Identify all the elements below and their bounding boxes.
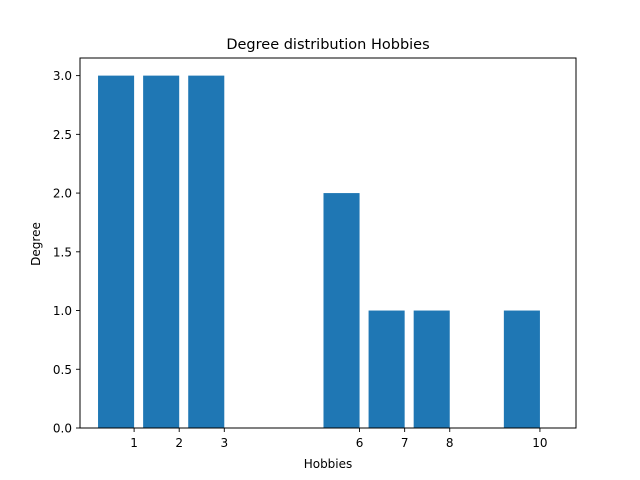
bar-0 (98, 75, 135, 428)
x-tick-label-0: 1 (130, 436, 138, 450)
bar-6 (503, 310, 540, 428)
y-tick-label-6: 3.0 (53, 69, 72, 83)
x-tick-label-6: 10 (532, 436, 547, 450)
bar-2 (188, 75, 225, 428)
x-axis: 1 2 3 6 7 8 10 (130, 428, 548, 450)
x-tick-label-4: 7 (401, 436, 409, 450)
chart-title: Degree distribution Hobbies (226, 37, 429, 53)
x-axis-title: Hobbies (304, 457, 353, 471)
y-tick-label-5: 2.5 (53, 128, 72, 142)
y-tick-label-4: 2.0 (53, 187, 72, 201)
x-tick-label-1: 2 (175, 436, 183, 450)
y-axis-title: Degree (29, 222, 43, 266)
bar-5 (413, 310, 450, 428)
y-tick-label-2: 1.0 (53, 304, 72, 318)
x-tick-label-2: 3 (220, 436, 228, 450)
bars-layer (98, 75, 540, 428)
y-tick-label-0: 0.0 (53, 422, 72, 436)
plot-frame (79, 57, 577, 429)
y-tick-label-3: 1.5 (53, 245, 72, 259)
x-tick-label-5: 8 (446, 436, 454, 450)
bar-3 (323, 193, 360, 428)
y-axis: 0.0 0.5 1.0 1.5 2.0 2.5 3.0 (53, 69, 80, 436)
y-tick-label-1: 0.5 (53, 363, 72, 377)
x-tick-label-3: 6 (356, 436, 364, 450)
bar-4 (368, 310, 405, 428)
bar-1 (143, 75, 180, 428)
